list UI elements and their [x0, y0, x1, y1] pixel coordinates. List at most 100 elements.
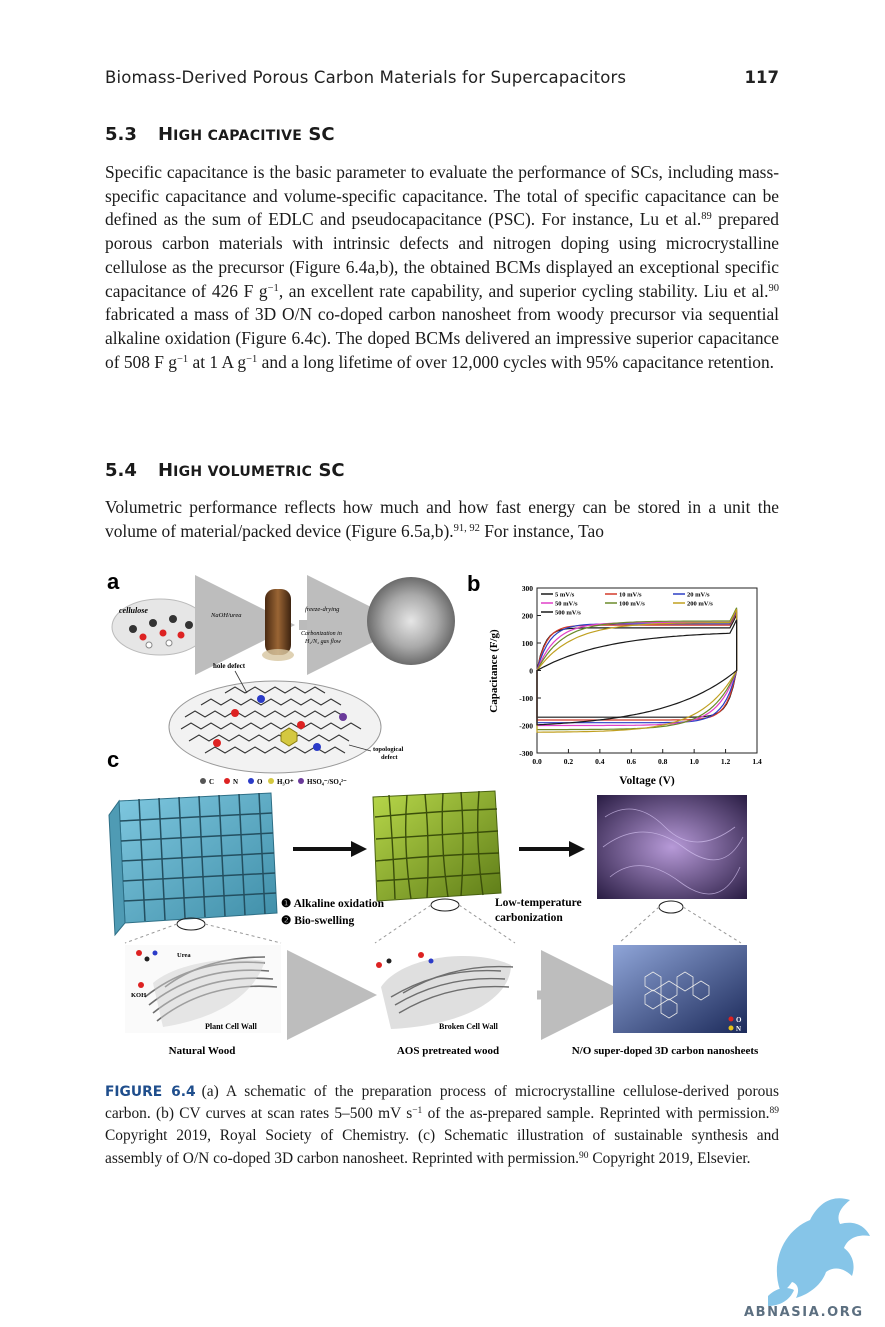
legend-c: C	[209, 778, 214, 786]
hole-defect-leader	[234, 670, 248, 694]
legend-h3o: H₃O⁺	[277, 778, 294, 786]
plant-cell-wall	[125, 945, 281, 1033]
arrow-c1-head	[351, 841, 367, 857]
caption-run: Copyright 2019, Elsevier.	[588, 1149, 751, 1167]
label-cellulose: cellulose	[119, 606, 148, 615]
panel-letter-b: b	[467, 571, 480, 596]
citation-ref: 90	[579, 1150, 589, 1161]
figure-label: FIGURE 6.4	[105, 1084, 196, 1100]
arrow-c2-head	[569, 841, 585, 857]
legend-entry: 50 mV/s	[555, 601, 578, 608]
section-5-4-heading: 5.4 High volumetric SC	[105, 460, 345, 481]
label-naoh-urea: NaOH/urea	[210, 612, 241, 619]
label-plant-cell-wall: Plant Cell Wall	[205, 1022, 258, 1031]
citation-ref: 90	[768, 282, 780, 294]
exponent: −1	[267, 282, 279, 294]
vial-base	[262, 649, 294, 661]
section-title: igh volumetric	[173, 464, 313, 480]
y-tick-label: 200	[522, 612, 534, 621]
section-title-initial: H	[158, 460, 174, 481]
y-tick-label: -100	[519, 694, 533, 703]
x-tick-label: 0.4	[595, 757, 605, 766]
y-tick-label: 300	[522, 584, 534, 593]
page-number: 117	[744, 68, 779, 87]
text-run: Specific capacitance is the basic parame…	[105, 162, 779, 230]
text-run: Volumetric performance reflects how much…	[105, 497, 779, 541]
panel-a: a cellulose NaOH/urea freeze-drying Carb…	[107, 569, 455, 786]
caption-natural-wood: Natural Wood	[169, 1045, 236, 1057]
x-tick-label: 1.2	[721, 757, 731, 766]
graphene-sheet	[168, 680, 382, 774]
cv-curves	[536, 607, 738, 733]
legend-n-dot	[728, 1025, 734, 1031]
legend-entry: 500 mV/s	[555, 610, 581, 617]
zoom-ring-1	[176, 917, 206, 931]
label-freeze-drying: freeze-drying	[305, 606, 340, 613]
section-title-initial: H	[158, 124, 174, 145]
broken-cell-wall	[376, 952, 514, 1029]
step-label-3b: carbonization	[495, 912, 563, 924]
y-tick-label: 100	[522, 639, 534, 648]
exponent: −1	[412, 1106, 423, 1117]
label-koh: KOH	[131, 992, 146, 999]
panel-letter-c: c	[107, 747, 119, 772]
legend-o-text: O	[736, 1016, 742, 1024]
y-tick-label: -200	[519, 722, 533, 731]
x-tick-label: 0.6	[627, 757, 637, 766]
legend-entry: 20 mV/s	[687, 592, 710, 599]
legend-hso4: HSO₄⁻/SO₄²⁻	[307, 778, 347, 786]
text-run: For instance, Tao	[479, 520, 604, 541]
y-axis-label: Capacitance (F/g)	[488, 629, 500, 713]
legend-entry: 100 mV/s	[619, 601, 645, 608]
sem-image-c	[597, 795, 747, 899]
dragon-icon	[768, 1198, 870, 1306]
tem-image-c	[613, 945, 747, 1033]
x-ticks: 0.0 0.2 0.4 0.6 0.8 1.0 1.2 1.4	[532, 749, 762, 766]
sem-texture	[602, 808, 744, 895]
legend-entry: 5 mV/s	[555, 592, 575, 599]
exponent: −1	[176, 353, 189, 365]
panel-b-cv-chart: b 300 200 100 0 -100 -200 -300 0.0 0.2 0.4 0.6 0.8…	[467, 571, 762, 787]
sem-image-a	[367, 577, 455, 665]
y-tick-label: 0	[529, 667, 533, 676]
watermark-text: ABNASIA.ORG	[744, 1305, 864, 1320]
topo-defect-leader	[348, 744, 372, 752]
nanosheet-hexes	[644, 971, 710, 1019]
label-gas-flow: H₂/N₂ gas flow	[304, 638, 341, 645]
legend-o-dot	[728, 1016, 734, 1022]
panel-a-legend: C N O H₃O⁺ HSO₄⁻/SO₄²⁻	[200, 778, 347, 786]
running-header: Biomass-Derived Porous Carbon Materials …	[105, 68, 779, 94]
citation-ref: 89	[701, 211, 712, 223]
text-run: , an excellent rate capability, and supe…	[278, 280, 769, 301]
section-number: 5.3	[105, 124, 137, 145]
label-carbonization: Carbonization in	[301, 631, 342, 637]
x-tick-label: 0.2	[564, 757, 574, 766]
label-defect: defect	[381, 754, 398, 761]
caption-nanosheets: N/O super-doped 3D carbon nanosheets	[572, 1045, 759, 1057]
section-title: igh capacitive	[173, 128, 303, 144]
watermark-logo: ABNASIA.ORG	[744, 1198, 870, 1320]
cellulose-molecules	[129, 615, 193, 649]
y-tick-label: -300	[519, 749, 533, 758]
panel-c: c	[107, 747, 759, 1057]
legend-n: N	[233, 778, 238, 786]
section-5-3-heading: 5.3 High capacitive SC	[105, 124, 335, 145]
step-label-2: ❷ Bio-swelling	[281, 914, 354, 927]
step-label-3a: Low-temperature	[495, 897, 582, 909]
zoom-lines	[124, 904, 742, 944]
label-topological: topological	[373, 746, 404, 753]
text-run: prepared porous carbon materials with in…	[105, 209, 779, 301]
aos-wood-block	[372, 790, 502, 902]
cv-curve	[536, 619, 738, 726]
hydrogel-vial	[265, 589, 291, 655]
natural-wood-block	[108, 792, 278, 937]
caption-run: (a) A schematic of the preparation proce…	[105, 1083, 779, 1123]
chart-legend: 5 mV/s 10 mV/s 20 mV/s 50 mV/s 100 mV/s 200 m…	[541, 592, 713, 617]
figure-caption: FIGURE 6.4 (a) A schematic of the prepara…	[105, 1081, 779, 1170]
legend-entry: 10 mV/s	[619, 592, 642, 599]
caption-run: Copyright 2019, Royal Society of Chemist…	[105, 1127, 779, 1167]
step-label-1: ❶ Alkaline oxidation	[281, 897, 385, 910]
text-run: fabricated a mass of 3D O/N co-doped car…	[105, 304, 779, 372]
zoom-ring-2	[430, 898, 460, 912]
